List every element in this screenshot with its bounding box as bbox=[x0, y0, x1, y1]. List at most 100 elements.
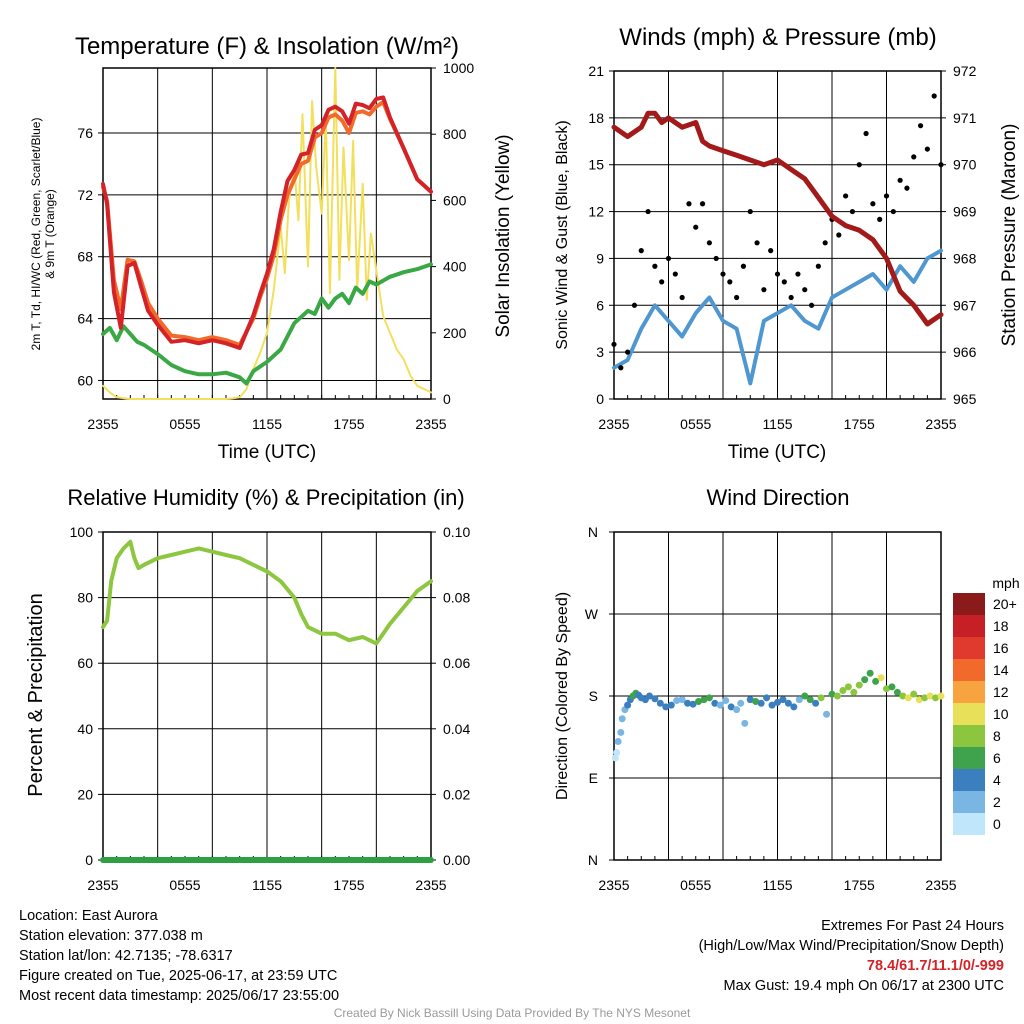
winds-gust-point bbox=[706, 240, 712, 246]
direction-point bbox=[667, 701, 675, 709]
winds-gust-point bbox=[665, 255, 672, 262]
direction-point bbox=[844, 683, 852, 691]
direction-point bbox=[711, 699, 719, 707]
direction-point bbox=[617, 728, 625, 736]
temperature-x-tick-label: 2355 bbox=[415, 416, 446, 432]
direction-point bbox=[662, 703, 670, 711]
winds-gust-point bbox=[870, 201, 876, 207]
humidity-x-tick-label: 2355 bbox=[415, 877, 446, 893]
humidity-y2-tick-label: 0.00 bbox=[443, 852, 470, 868]
legend-label: 16 bbox=[993, 640, 1009, 656]
direction-x-tick-label: 2355 bbox=[925, 877, 956, 893]
humidity-left-axis-label: Percent & Precipitation bbox=[25, 593, 47, 796]
legend-label: 4 bbox=[993, 772, 1001, 788]
humidity-x-tick-label: 0555 bbox=[169, 877, 200, 893]
winds-gust-point bbox=[693, 224, 699, 230]
humidity-y2-tick-label: 0.06 bbox=[443, 655, 470, 671]
temperature-y2-tick-label: 0 bbox=[443, 391, 451, 407]
winds-gust-point bbox=[856, 162, 862, 168]
extremes-subtitle: (High/Low/Max Wind/Precipitation/Snow De… bbox=[698, 938, 1004, 954]
direction-point bbox=[861, 676, 869, 684]
direction-point bbox=[855, 681, 863, 689]
legend-swatch bbox=[953, 747, 985, 769]
winds-y2-tick-label: 966 bbox=[953, 344, 977, 360]
temperature-x-tick-label: 1155 bbox=[252, 416, 282, 432]
direction-point bbox=[752, 697, 760, 705]
winds-gust-point bbox=[659, 279, 665, 285]
winds-y2-tick-label: 969 bbox=[953, 204, 977, 220]
legend-label: 12 bbox=[993, 684, 1009, 700]
winds-gust-point bbox=[843, 193, 849, 199]
elevation-text: Station elevation: 377.038 m bbox=[19, 928, 203, 944]
temperature-left-axis-label-line2: & 9m T (Orange) bbox=[43, 189, 57, 279]
humidity-x-tick-label: 1155 bbox=[252, 877, 282, 893]
winds-gust-point bbox=[897, 177, 903, 183]
legend-swatch bbox=[953, 703, 985, 725]
legend-label: 0 bbox=[993, 816, 1001, 832]
direction-point bbox=[737, 699, 745, 707]
direction-point bbox=[812, 699, 820, 707]
winds-gust-point bbox=[822, 240, 828, 246]
winds-y-tick-label: 0 bbox=[596, 391, 604, 407]
direction-point bbox=[705, 694, 713, 702]
temperature-panel-title: Temperature (F) & Insolation (W/m²) bbox=[75, 33, 459, 60]
legend-label: 10 bbox=[993, 706, 1009, 722]
direction-point bbox=[877, 674, 885, 682]
winds-gust-point bbox=[747, 208, 753, 215]
direction-point bbox=[611, 754, 619, 762]
direction-point bbox=[784, 699, 792, 707]
winds-y2-tick-label: 968 bbox=[953, 250, 977, 266]
winds-gust-point bbox=[836, 232, 842, 238]
temperature-y-tick-label: 60 bbox=[77, 372, 93, 388]
legend-label: 18 bbox=[993, 618, 1009, 634]
temperature-y2-tick-label: 400 bbox=[443, 259, 467, 275]
legend-label: 14 bbox=[993, 662, 1009, 678]
temperature-left-axis-label-line1: 2m T, Td, HI/WC (Red, Green, Scarlet/Blu… bbox=[29, 118, 43, 351]
direction-point bbox=[932, 694, 940, 702]
direction-point bbox=[893, 688, 901, 696]
temperature-y2-tick-label: 600 bbox=[443, 192, 467, 208]
winds-gust-point bbox=[679, 294, 685, 301]
direction-point bbox=[613, 748, 621, 756]
winds-gust-point bbox=[863, 130, 869, 137]
winds-gust-point bbox=[808, 302, 815, 308]
winds-pressure-line bbox=[611, 110, 944, 327]
direction-point bbox=[768, 701, 776, 709]
winds-gust-point bbox=[911, 154, 917, 160]
direction-point bbox=[673, 697, 681, 705]
temperature-x-axis-label: Time (UTC) bbox=[218, 442, 317, 463]
winds-gust-point bbox=[802, 287, 808, 293]
direction-point bbox=[839, 687, 847, 695]
winds-gust-point bbox=[740, 263, 747, 269]
winds-y2-tick-label: 965 bbox=[953, 391, 977, 407]
winds-x-tick-label: 2355 bbox=[598, 416, 629, 432]
direction-point bbox=[817, 694, 825, 702]
direction-point bbox=[883, 685, 890, 693]
winds-y2-tick-label: 971 bbox=[953, 110, 977, 126]
direction-point bbox=[716, 701, 724, 709]
direction-point bbox=[757, 699, 765, 707]
winds-gust-point bbox=[625, 349, 631, 355]
humidity-y-tick-label: 60 bbox=[77, 655, 93, 671]
direction-point bbox=[806, 696, 814, 704]
winds-gust-point bbox=[883, 193, 890, 199]
winds-gust-point bbox=[795, 271, 801, 277]
direction-point bbox=[684, 699, 692, 707]
temperature-series-line-2 bbox=[101, 262, 433, 386]
legend-swatch bbox=[953, 681, 985, 703]
max-gust-text: Max Gust: 19.4 mph On 06/17 at 2300 UTC bbox=[723, 978, 1004, 994]
direction-point bbox=[645, 692, 653, 700]
temperature-y-tick-label: 68 bbox=[77, 249, 93, 265]
direction-point bbox=[694, 697, 702, 705]
winds-gust-point bbox=[720, 271, 726, 277]
temperature-y2-tick-label: 200 bbox=[443, 325, 467, 341]
direction-point bbox=[624, 701, 632, 709]
temperature-y-tick-label: 64 bbox=[77, 311, 93, 327]
direction-point bbox=[741, 719, 749, 727]
direction-point bbox=[618, 715, 626, 723]
direction-point bbox=[746, 696, 754, 704]
direction-legend-unit: mph bbox=[992, 575, 1019, 591]
winds-x-tick-label: 1755 bbox=[844, 416, 875, 432]
